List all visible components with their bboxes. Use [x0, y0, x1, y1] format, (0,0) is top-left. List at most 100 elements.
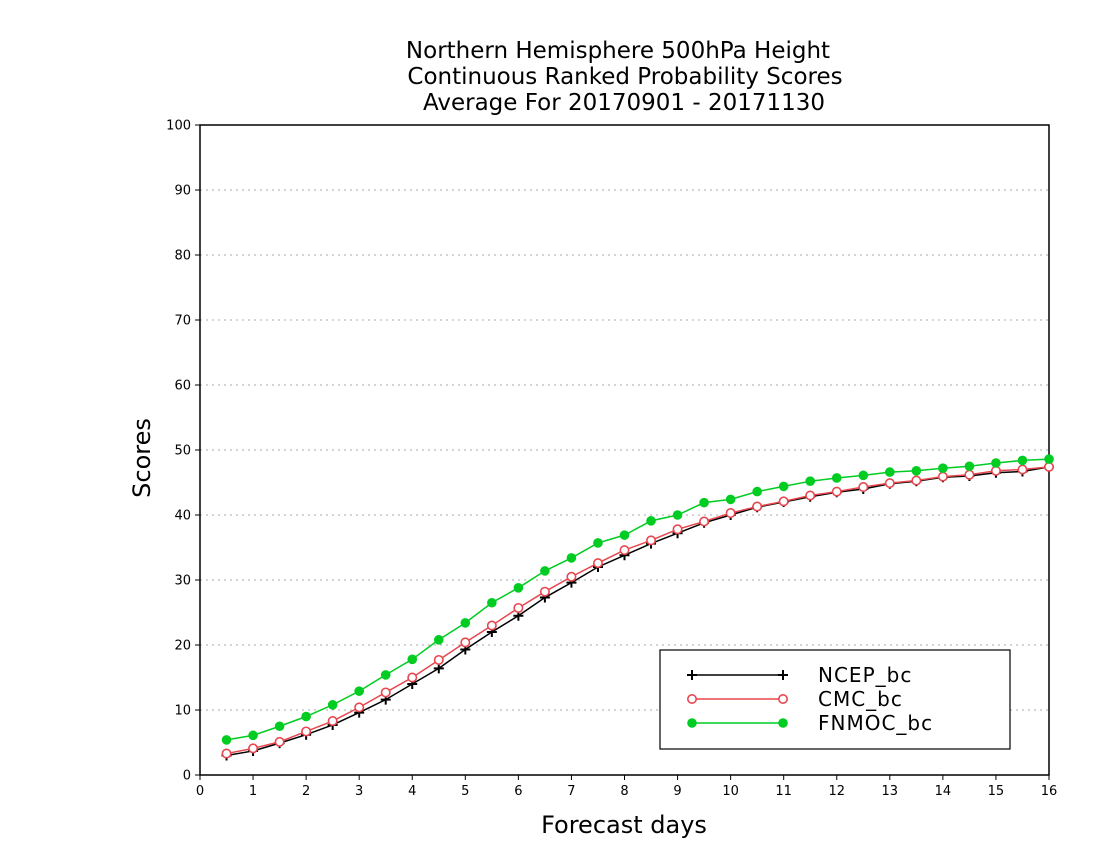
point-fnmoc-bc-1: [248, 730, 258, 741]
point-cmc-bc-16: [1044, 461, 1055, 472]
point-fnmoc-bc-12.5: [858, 470, 869, 481]
point-fnmoc-bc-16: [1044, 454, 1054, 464]
point-fnmoc-bc-10: [725, 494, 736, 505]
point-fnmoc-bc-3: [354, 686, 364, 696]
x-axis-label: Forecast days: [541, 811, 707, 839]
y-tick-label-0: 0: [183, 769, 191, 784]
x-tick-label-0: 0: [196, 784, 204, 799]
point-fnmoc-bc-4: [407, 654, 418, 665]
legend-box: [659, 649, 1011, 750]
point-cmc-bc-13.5: [911, 475, 922, 486]
point-fnmoc-bc-8.5: [646, 516, 656, 526]
point-fnmoc-bc-12: [831, 473, 842, 483]
y-axis-label: Scores: [128, 418, 156, 498]
point-fnmoc-bc-3.5: [380, 670, 391, 680]
legend-marker-left-fnmoc-bc: [687, 718, 697, 728]
point-fnmoc-bc-14: [938, 463, 948, 474]
point-fnmoc-bc-7: [566, 553, 577, 563]
legend-label-cmc-bc: CMC_bc: [818, 687, 903, 711]
point-fnmoc-bc-11.5: [805, 476, 816, 487]
point-cmc-bc-13: [884, 478, 895, 489]
point-fnmoc-bc-13.5: [911, 466, 922, 476]
x-tick-label-11: 11: [775, 784, 792, 799]
point-cmc-bc-8: [619, 545, 630, 556]
series-fnmoc-bc: [221, 454, 1054, 745]
point-cmc-bc-11.5: [805, 490, 816, 501]
point-ncep-bc-4.5: [433, 663, 444, 674]
point-fnmoc-bc-6.5: [540, 566, 550, 576]
point-fnmoc-bc-1.5: [274, 721, 285, 732]
x-tick-label-12: 12: [828, 784, 845, 799]
chart-title-line-2: Continuous Ranked Probability Scores: [407, 64, 842, 90]
y-tick-label-40: 40: [174, 509, 191, 524]
x-tick-label-10: 10: [722, 784, 739, 799]
point-cmc-bc-4.5: [433, 654, 444, 665]
point-cmc-bc-7: [566, 571, 577, 582]
point-cmc-bc-6.5: [539, 586, 550, 597]
point-fnmoc-bc-5.5: [487, 597, 497, 608]
point-fnmoc-bc-2.5: [327, 700, 338, 710]
point-fnmoc-bc-14.5: [964, 461, 975, 472]
point-cmc-bc-3.5: [380, 687, 391, 698]
y-tick-label-100: 100: [166, 119, 191, 134]
point-fnmoc-bc-9.5: [699, 497, 709, 508]
point-cmc-bc-12.5: [858, 482, 869, 493]
point-cmc-bc-12: [831, 486, 842, 497]
x-tick-label-1: 1: [249, 784, 257, 799]
point-cmc-bc-10.5: [752, 501, 763, 512]
y-tick-label-10: 10: [174, 704, 191, 719]
legend-item-fnmoc-bc: FNMOC_bc: [687, 711, 933, 735]
x-tick-label-9: 9: [673, 784, 681, 799]
x-tick-label-16: 16: [1041, 784, 1058, 799]
point-fnmoc-bc-15.5: [1017, 455, 1028, 466]
y-tick-label-50: 50: [174, 444, 191, 459]
point-cmc-bc-5: [460, 637, 471, 648]
point-cmc-bc-0.5: [221, 748, 232, 759]
legend-label-fnmoc-bc: FNMOC_bc: [818, 711, 933, 735]
point-fnmoc-bc-9: [672, 510, 683, 520]
point-cmc-bc-14: [937, 471, 948, 482]
legend-item-ncep-bc: NCEP_bc: [687, 663, 912, 687]
point-fnmoc-bc-8: [619, 530, 630, 540]
legend-marker-left-ncep-bc: [687, 670, 697, 680]
legend-item-cmc-bc: CMC_bc: [686, 687, 903, 711]
legend-marker-right-fnmoc-bc: [778, 718, 788, 728]
point-cmc-bc-6: [513, 602, 524, 613]
point-cmc-bc-1.5: [274, 736, 285, 747]
x-tick-label-3: 3: [355, 784, 363, 799]
point-cmc-bc-10: [725, 508, 736, 519]
point-cmc-bc-4: [407, 672, 418, 683]
point-fnmoc-bc-7.5: [593, 538, 603, 548]
series-cmc-bc: [221, 461, 1055, 759]
x-tick-label-15: 15: [988, 784, 1005, 799]
point-cmc-bc-14.5: [964, 469, 975, 480]
legend-label-ncep-bc: NCEP_bc: [818, 663, 912, 687]
chart-title-line-1: Northern Hemisphere 500hPa Height: [406, 38, 830, 64]
point-cmc-bc-2: [301, 726, 312, 737]
data-series: [221, 454, 1055, 761]
point-cmc-bc-3: [354, 702, 365, 713]
y-tick-label-90: 90: [174, 184, 191, 199]
point-cmc-bc-2.5: [327, 716, 338, 727]
point-fnmoc-bc-0.5: [221, 735, 232, 745]
point-fnmoc-bc-2: [301, 711, 311, 722]
grid-lines: [200, 189, 1049, 711]
x-tick-label-14: 14: [935, 784, 952, 799]
point-fnmoc-bc-4.5: [433, 635, 444, 645]
x-tick-label-2: 2: [302, 784, 310, 799]
point-cmc-bc-7.5: [592, 558, 603, 569]
point-fnmoc-bc-15: [991, 458, 1001, 468]
point-cmc-bc-15.5: [1017, 464, 1028, 475]
chart-title-line-3: Average For 20170901 - 20171130: [423, 90, 825, 116]
point-fnmoc-bc-5: [460, 618, 471, 628]
point-fnmoc-bc-10.5: [752, 486, 762, 497]
point-cmc-bc-8.5: [646, 535, 657, 546]
y-tick-label-60: 60: [174, 379, 191, 394]
legend-marker-right-ncep-bc: [778, 670, 788, 680]
y-tick-label-80: 80: [174, 249, 191, 264]
x-tick-label-5: 5: [461, 784, 469, 799]
